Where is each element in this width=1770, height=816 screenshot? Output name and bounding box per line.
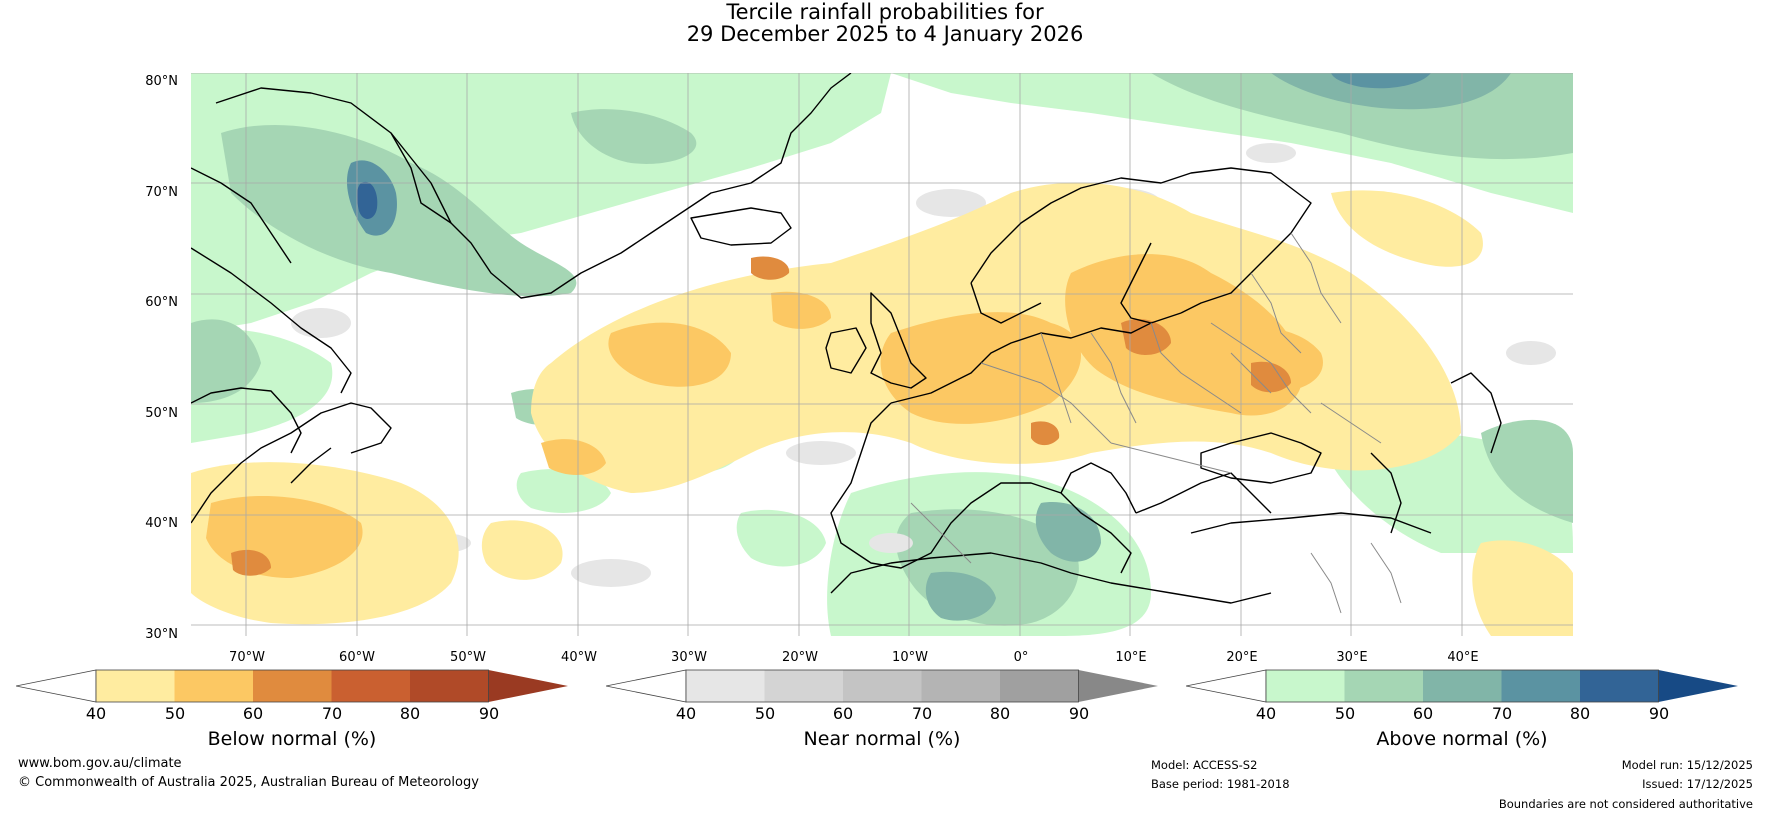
lon-label-40w: 40°W bbox=[561, 650, 597, 665]
probability-map bbox=[191, 73, 1573, 636]
near-tick-90: 90 bbox=[1068, 704, 1090, 723]
lat-label-40n: 40°N bbox=[145, 516, 178, 531]
below-colorbar-extend-low bbox=[16, 669, 97, 703]
lon-label-20e: 20°E bbox=[1226, 650, 1258, 665]
near-tick-50: 50 bbox=[754, 704, 776, 723]
above-colorbar-extend-high bbox=[1658, 670, 1738, 702]
issued-text: Issued: 17/12/2025 bbox=[1642, 777, 1753, 791]
near-normal-colorbar bbox=[606, 669, 1158, 703]
above-normal-colorbar bbox=[1186, 669, 1738, 703]
above-normal-regions bbox=[191, 73, 1573, 636]
near-colorbar-extend-low bbox=[606, 669, 687, 703]
model-text: Model: ACCESS-S2 bbox=[1151, 758, 1258, 772]
above-tick-50: 50 bbox=[1334, 704, 1356, 723]
near-colorbar-segment-4 bbox=[921, 670, 1000, 702]
below-colorbar-segment-5 bbox=[410, 670, 489, 702]
near-colorbar-extend-high bbox=[1078, 670, 1158, 702]
below-tick-90: 90 bbox=[478, 704, 500, 723]
disclaimer-text: Boundaries are not considered authoritat… bbox=[1498, 797, 1753, 811]
lon-label-30e: 30°E bbox=[1336, 650, 1368, 665]
above-tick-40: 40 bbox=[1255, 704, 1277, 723]
lon-label-30w: 30°W bbox=[671, 650, 707, 665]
above-colorbar-segment-2 bbox=[1344, 670, 1423, 702]
near-tick-40: 40 bbox=[675, 704, 697, 723]
copyright-text: © Commonwealth of Australia 2025, Austra… bbox=[18, 775, 479, 790]
above-colorbar-extend-low bbox=[1186, 669, 1267, 703]
below-tick-40: 40 bbox=[85, 704, 107, 723]
below-tick-60: 60 bbox=[242, 704, 264, 723]
lon-label-10w: 10°W bbox=[892, 650, 928, 665]
above-normal-legend-title: Above normal (%) bbox=[1376, 728, 1548, 750]
below-colorbar-segment-2 bbox=[174, 670, 253, 702]
near-tick-60: 60 bbox=[832, 704, 854, 723]
near-normal-legend-title: Near normal (%) bbox=[803, 728, 961, 750]
lon-label-10e: 10°E bbox=[1115, 650, 1147, 665]
below-tick-70: 70 bbox=[321, 704, 343, 723]
below-normal-regions bbox=[191, 182, 1573, 636]
above-tick-90: 90 bbox=[1648, 704, 1670, 723]
country-borders bbox=[910, 232, 1402, 614]
above-tick-70: 70 bbox=[1491, 704, 1513, 723]
below-colorbar-segment-3 bbox=[253, 670, 332, 702]
near-colorbar-segment-2 bbox=[764, 670, 843, 702]
lat-label-60n: 60°N bbox=[145, 295, 178, 310]
below-colorbar-segment-1 bbox=[96, 670, 175, 702]
below-tick-80: 80 bbox=[399, 704, 421, 723]
lon-label-40e: 40°E bbox=[1447, 650, 1479, 665]
below-normal-colorbar bbox=[16, 669, 568, 703]
graticule bbox=[191, 73, 1573, 636]
website-text: www.bom.gov.au/climate bbox=[18, 756, 182, 771]
above-colorbar-segment-1 bbox=[1266, 670, 1345, 702]
lat-label-50n: 50°N bbox=[145, 406, 178, 421]
near-colorbar-segment-1 bbox=[686, 670, 765, 702]
below-normal-legend-title: Below normal (%) bbox=[207, 728, 377, 750]
map-title-line-2: 29 December 2025 to 4 January 2026 bbox=[686, 22, 1084, 46]
near-colorbar-segment-3 bbox=[843, 670, 922, 702]
base-period-text: Base period: 1981-2018 bbox=[1151, 777, 1290, 791]
lon-label-60w: 60°W bbox=[339, 650, 375, 665]
above-colorbar-segment-5 bbox=[1580, 670, 1659, 702]
model-run-text: Model run: 15/12/2025 bbox=[1621, 758, 1753, 772]
map-title-line-1: Tercile rainfall probabilities for bbox=[726, 0, 1044, 24]
above-colorbar-segment-3 bbox=[1423, 670, 1502, 702]
lon-label-50w: 50°W bbox=[450, 650, 486, 665]
lat-label-70n: 70°N bbox=[145, 185, 178, 200]
below-tick-50: 50 bbox=[164, 704, 186, 723]
lat-label-80n: 80°N bbox=[145, 74, 178, 89]
lon-label-70w: 70°W bbox=[229, 650, 265, 665]
above-tick-60: 60 bbox=[1412, 704, 1434, 723]
lon-label-20w: 20°W bbox=[782, 650, 818, 665]
above-tick-80: 80 bbox=[1569, 704, 1591, 723]
below-colorbar-segment-4 bbox=[331, 670, 410, 702]
below-colorbar-extend-high bbox=[488, 670, 568, 702]
near-tick-70: 70 bbox=[911, 704, 933, 723]
coastlines bbox=[191, 73, 1502, 604]
lon-label-0: 0° bbox=[1013, 650, 1029, 665]
near-colorbar-segment-5 bbox=[1000, 670, 1079, 702]
near-tick-80: 80 bbox=[989, 704, 1011, 723]
above-colorbar-segment-4 bbox=[1501, 670, 1580, 702]
lat-label-30n: 30°N bbox=[145, 627, 178, 642]
